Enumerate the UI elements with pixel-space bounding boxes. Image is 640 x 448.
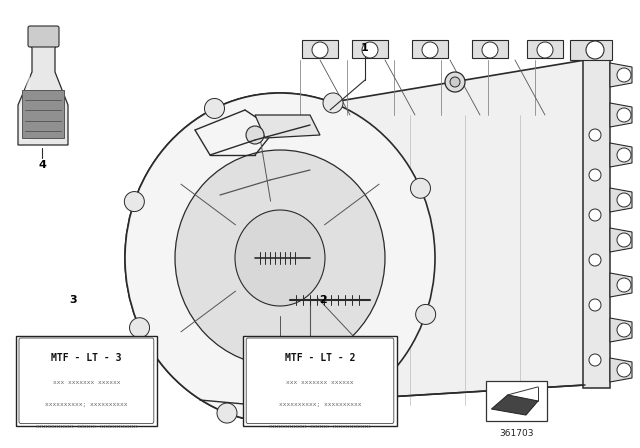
Polygon shape: [610, 228, 632, 252]
Polygon shape: [610, 143, 632, 167]
Polygon shape: [610, 103, 632, 127]
Circle shape: [422, 42, 438, 58]
Polygon shape: [255, 60, 585, 405]
Text: xxxxxxxxxx; xxxxxxxxxx: xxxxxxxxxx; xxxxxxxxxx: [45, 401, 127, 406]
Polygon shape: [302, 40, 338, 58]
Polygon shape: [527, 40, 563, 58]
Polygon shape: [583, 58, 610, 388]
Text: 361703: 361703: [500, 429, 534, 438]
Circle shape: [415, 305, 436, 324]
Polygon shape: [570, 40, 612, 60]
Circle shape: [617, 323, 631, 337]
Circle shape: [617, 278, 631, 292]
Text: xxx xxxxxxx xxxxxx: xxx xxxxxxx xxxxxx: [52, 379, 120, 384]
Circle shape: [617, 193, 631, 207]
FancyBboxPatch shape: [19, 338, 154, 424]
Text: 4: 4: [38, 160, 46, 170]
Circle shape: [589, 254, 601, 266]
Circle shape: [617, 108, 631, 122]
FancyBboxPatch shape: [22, 90, 64, 138]
Ellipse shape: [175, 150, 385, 366]
Text: xxxxxxxxxx xxxxx xxxxxxxxxx: xxxxxxxxxx xxxxx xxxxxxxxxx: [36, 423, 137, 428]
Polygon shape: [195, 110, 275, 155]
FancyBboxPatch shape: [486, 381, 547, 421]
Circle shape: [312, 42, 328, 58]
Circle shape: [482, 42, 498, 58]
Circle shape: [537, 42, 553, 58]
Text: xxxxxxxxxx xxxxx xxxxxxxxxx: xxxxxxxxxx xxxxx xxxxxxxxxx: [269, 423, 371, 428]
Polygon shape: [610, 273, 632, 297]
Polygon shape: [352, 40, 388, 58]
Polygon shape: [20, 72, 30, 140]
Text: 1: 1: [361, 43, 369, 53]
Circle shape: [589, 129, 601, 141]
Circle shape: [335, 397, 355, 418]
Polygon shape: [610, 318, 632, 342]
Text: 2: 2: [319, 295, 327, 305]
Circle shape: [586, 41, 604, 59]
FancyBboxPatch shape: [16, 336, 157, 426]
Circle shape: [410, 178, 431, 198]
FancyBboxPatch shape: [28, 26, 59, 47]
Circle shape: [617, 148, 631, 162]
Ellipse shape: [235, 210, 325, 306]
Circle shape: [617, 363, 631, 377]
Circle shape: [129, 318, 150, 338]
Polygon shape: [18, 45, 68, 145]
Polygon shape: [610, 358, 632, 382]
Text: xxxxxxxxxx; xxxxxxxxxx: xxxxxxxxxx; xxxxxxxxxx: [279, 401, 361, 406]
Ellipse shape: [125, 93, 435, 423]
Text: MTF - LT - 3: MTF - LT - 3: [51, 353, 122, 363]
Circle shape: [323, 93, 343, 113]
Circle shape: [205, 99, 225, 118]
Polygon shape: [472, 40, 508, 58]
Polygon shape: [610, 63, 632, 87]
FancyBboxPatch shape: [243, 336, 397, 426]
Circle shape: [450, 77, 460, 87]
Polygon shape: [255, 115, 320, 138]
Circle shape: [124, 192, 145, 211]
FancyBboxPatch shape: [246, 338, 394, 424]
Polygon shape: [610, 188, 632, 212]
Polygon shape: [412, 40, 448, 58]
Circle shape: [217, 403, 237, 423]
Circle shape: [589, 354, 601, 366]
Circle shape: [589, 209, 601, 221]
Ellipse shape: [125, 93, 435, 423]
Circle shape: [617, 233, 631, 247]
Circle shape: [617, 68, 631, 82]
Circle shape: [589, 299, 601, 311]
Circle shape: [589, 169, 601, 181]
Circle shape: [445, 72, 465, 92]
Text: MTF - LT - 2: MTF - LT - 2: [285, 353, 355, 363]
Circle shape: [246, 126, 264, 144]
Polygon shape: [492, 395, 538, 415]
Text: 3: 3: [70, 295, 77, 305]
Circle shape: [362, 42, 378, 58]
Text: xxx xxxxxxx xxxxxx: xxx xxxxxxx xxxxxx: [286, 379, 354, 384]
